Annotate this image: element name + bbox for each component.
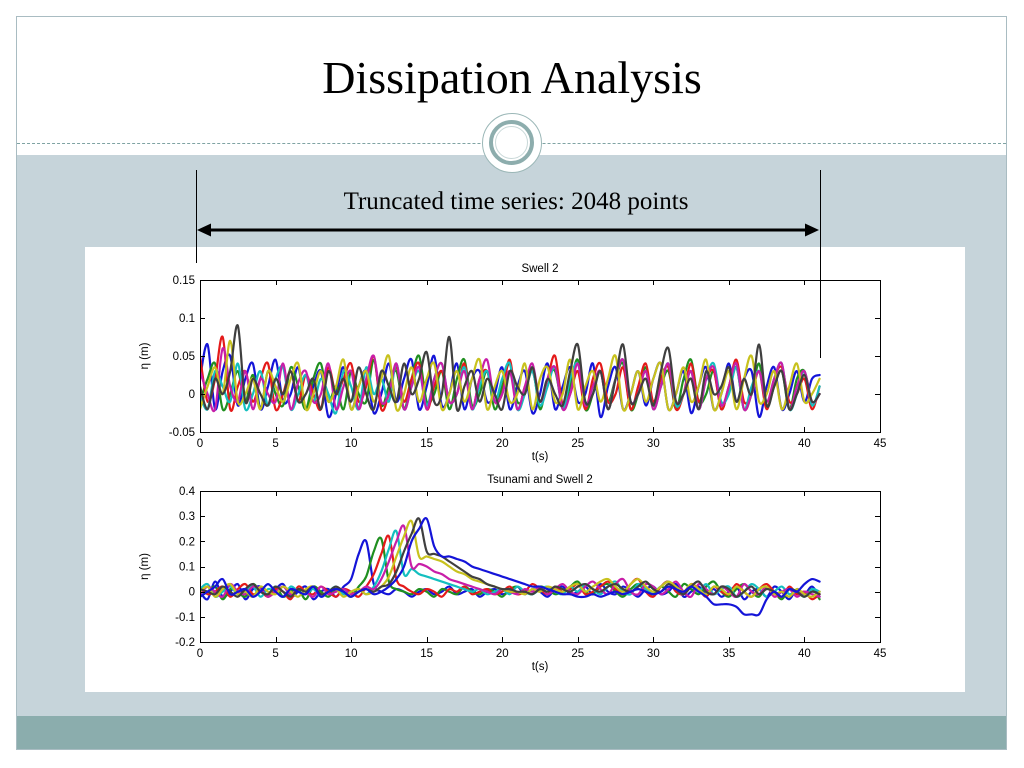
annotation-text: Truncated time series: 2048 points <box>343 188 689 215</box>
x-tick-label: 30 <box>647 438 660 450</box>
series-group <box>200 517 821 617</box>
x-tick-label: 35 <box>722 648 735 660</box>
x-tick-label: 40 <box>798 648 811 660</box>
circle-ornament-icon <box>482 113 542 173</box>
chart-2: 0 5 10 15 20 25 30 35 40 45 -0.2 -0.1 0 0.1 0.2 0.3 0.4 T… <box>139 474 886 673</box>
x-tick-label: 10 <box>345 648 358 660</box>
x-axis-label: t(s) <box>532 451 549 463</box>
series-line <box>200 519 821 598</box>
series-line <box>200 324 821 412</box>
y-tick-label: -0.2 <box>175 637 195 649</box>
x-tick-label: 15 <box>420 438 433 450</box>
x-tick-label: 35 <box>722 438 735 450</box>
x-axis-label: t(s) <box>532 661 549 673</box>
series-group <box>200 324 821 419</box>
x-tick-label: 30 <box>647 648 660 660</box>
y-tick-label: 0.1 <box>179 562 195 574</box>
x-tick-label: 40 <box>798 438 811 450</box>
x-tick-label: 45 <box>874 648 887 660</box>
charts-canvas: 0 5 10 15 20 25 30 35 40 45-0.0500.050.10.15Swell… <box>139 263 886 673</box>
series-line <box>200 517 821 617</box>
x-tick-label: 10 <box>345 438 358 450</box>
chart-title: Tsunami and Swell 2 <box>487 474 592 486</box>
x-tick-label: 5 <box>272 648 278 660</box>
ornament-ring <box>489 120 534 165</box>
y-tick-label: 0 <box>189 587 195 599</box>
x-tick-label: 15 <box>420 648 433 660</box>
x-tick-label: 20 <box>496 648 509 660</box>
x-tick-label: 20 <box>496 438 509 450</box>
y-tick-label: 0.05 <box>173 351 195 363</box>
axes-box <box>200 491 881 643</box>
y-tick-label: -0.05 <box>169 427 195 439</box>
y-tick-label: 0.3 <box>179 511 195 523</box>
ornament-inner-circle <box>495 126 528 159</box>
y-tick-label: 0.1 <box>179 313 195 325</box>
y-tick-label: 0 <box>189 389 195 401</box>
y-axis-label: η (m) <box>139 342 151 369</box>
slide-title: Dissipation Analysis <box>322 52 702 103</box>
y-axis-label: η (m) <box>139 553 151 580</box>
y-tick-label: 0.15 <box>173 275 195 287</box>
x-tick-label: 5 <box>272 438 278 450</box>
y-tick-label: 0.4 <box>179 486 196 498</box>
x-tick-label: 0 <box>197 648 203 660</box>
footer-strip <box>17 716 1006 749</box>
x-tick-label: 0 <box>197 438 203 450</box>
chart-title: Swell 2 <box>521 263 558 275</box>
x-tick-label: 25 <box>571 648 584 660</box>
y-tick-label: 0.2 <box>179 536 195 548</box>
chart-1: 0 5 10 15 20 25 30 35 40 45-0.0500.050.10.15Swell… <box>139 263 886 463</box>
series-line <box>200 517 821 598</box>
chart-panel: 0 5 10 15 20 25 30 35 40 45 -0.05 0 0.05 0.1 0.15 Swell… <box>85 247 965 692</box>
y-tick-label: -0.1 <box>175 612 195 624</box>
x-tick-label: 45 <box>874 438 887 450</box>
x-tick-label: 25 <box>571 438 584 450</box>
